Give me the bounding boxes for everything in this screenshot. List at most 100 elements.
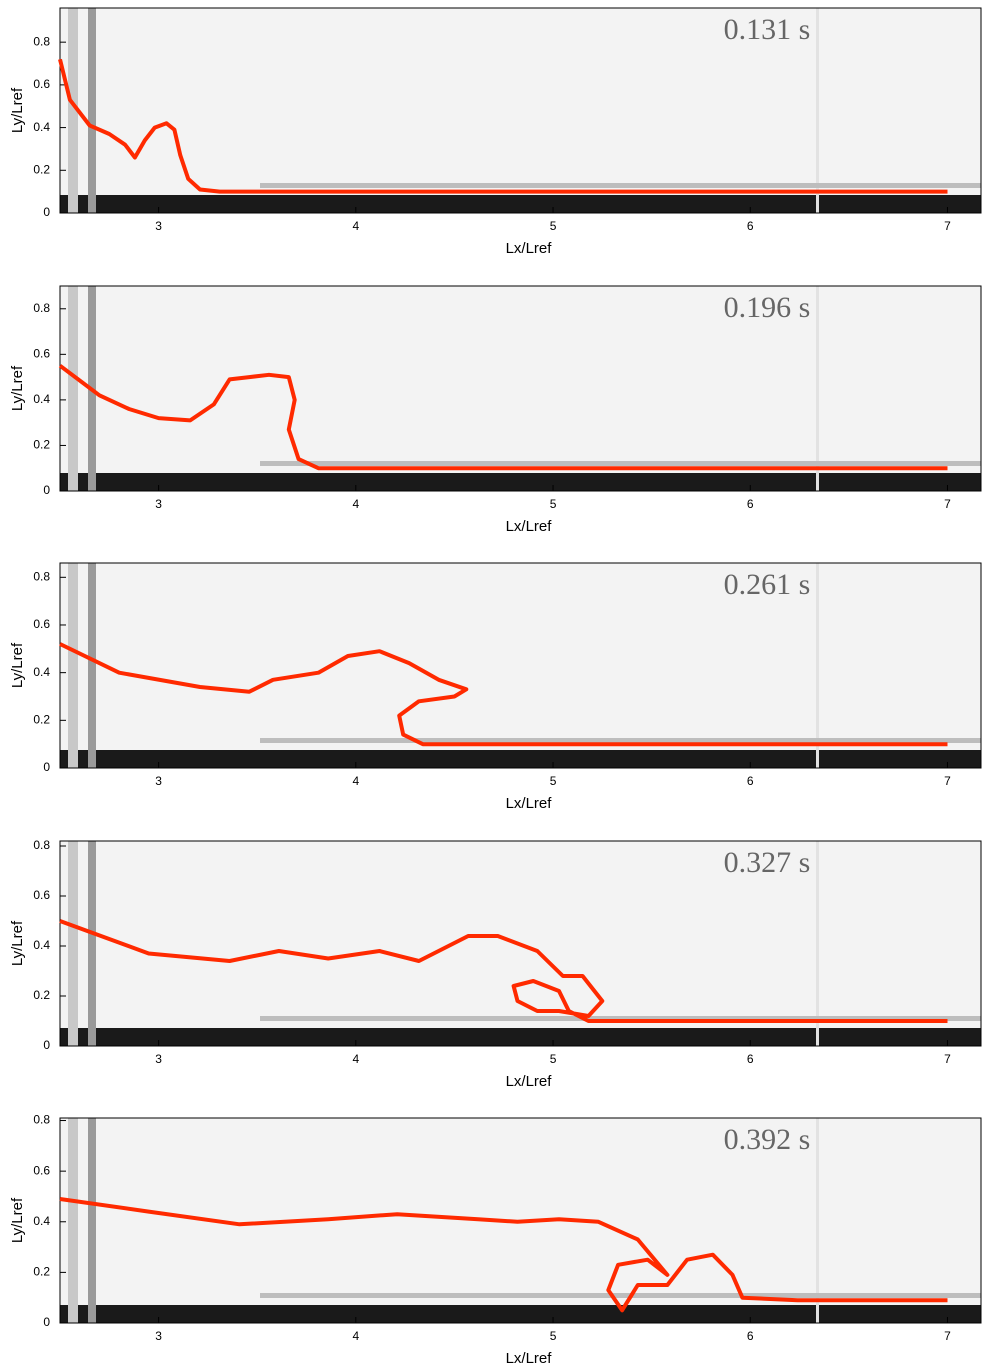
panel: 0 0.2 0.4 0.6 0.8 3 4 5 6 7 Lx/Lref Ly/Lref 0.327 s xyxy=(9,838,982,1090)
gate-post xyxy=(68,286,78,491)
tank-floor xyxy=(60,473,981,491)
y-tick-label: 0.4 xyxy=(33,392,50,406)
plot-frame xyxy=(59,7,982,214)
x-tick-label: 4 xyxy=(352,219,359,233)
y-tick-label: 0 xyxy=(43,1038,50,1052)
y-axis-label: Ly/Lref xyxy=(9,1197,26,1243)
gate-post xyxy=(88,8,96,213)
y-tick-label: 0.2 xyxy=(33,162,50,176)
y-tick-label: 0.2 xyxy=(33,712,50,726)
photo-background xyxy=(60,563,981,768)
x-tick-label: 3 xyxy=(155,774,162,788)
x-tick-label: 3 xyxy=(155,219,162,233)
photo-background xyxy=(60,286,981,491)
gate-post xyxy=(88,563,96,768)
interface-line xyxy=(59,642,948,747)
y-tick-label: 0.4 xyxy=(33,938,50,952)
y-tick-label: 0.6 xyxy=(33,888,50,902)
frame-line xyxy=(816,8,819,213)
tank-floor xyxy=(60,750,981,768)
surface-stripe xyxy=(260,1293,981,1298)
x-tick-label: 3 xyxy=(155,1329,162,1343)
time-annotation: 0.327 s xyxy=(724,846,811,879)
y-tick-label: 0.8 xyxy=(33,838,50,852)
y-tick-label: 0.8 xyxy=(33,569,50,583)
x-tick-label: 5 xyxy=(550,774,557,788)
frame-line xyxy=(816,563,819,768)
interface-line xyxy=(59,1197,948,1313)
frame-line xyxy=(816,286,819,491)
x-axis-label: Lx/Lref xyxy=(506,240,553,257)
y-tick-label: 0.8 xyxy=(33,34,50,48)
y-tick-label: 0 xyxy=(43,1315,50,1329)
y-tick-label: 0.2 xyxy=(33,988,50,1002)
x-tick-label: 3 xyxy=(155,1052,162,1066)
tank-floor xyxy=(60,195,981,213)
panel: 0 0.2 0.4 0.6 0.8 3 4 5 6 7 Lx/Lref Ly/Lref 0.261 s xyxy=(9,562,982,812)
y-tick-label: 0.4 xyxy=(33,665,50,679)
x-tick-label: 7 xyxy=(944,1052,951,1066)
y-tick-label: 0 xyxy=(43,205,50,219)
y-axis-label: Ly/Lref xyxy=(9,365,26,411)
x-tick-label: 4 xyxy=(352,497,359,511)
x-tick-label: 4 xyxy=(352,1329,359,1343)
y-tick-label: 0.6 xyxy=(33,617,50,631)
y-tick-label: 0.2 xyxy=(33,1265,50,1279)
x-tick-label: 6 xyxy=(747,497,754,511)
x-tick-label: 7 xyxy=(944,219,951,233)
x-axis-label: Lx/Lref xyxy=(506,1350,553,1367)
x-tick-label: 7 xyxy=(944,1329,951,1343)
gate-post xyxy=(88,1118,96,1323)
panel: 0 0.2 0.4 0.6 0.8 3 4 5 6 7 Lx/Lref Ly/Lref 0.131 s xyxy=(9,7,982,257)
plot-frame xyxy=(59,562,982,769)
gate-post xyxy=(68,841,78,1046)
gate-post xyxy=(88,841,96,1046)
x-tick-label: 4 xyxy=(352,774,359,788)
y-tick-label: 0.8 xyxy=(33,301,50,315)
tank-floor xyxy=(60,1028,981,1046)
time-annotation: 0.392 s xyxy=(724,1123,811,1156)
x-axis-label: Lx/Lref xyxy=(506,518,553,535)
y-tick-label: 0.4 xyxy=(33,120,50,134)
y-tick-label: 0.8 xyxy=(33,1113,50,1127)
photo-background xyxy=(60,8,981,213)
x-tick-label: 7 xyxy=(944,774,951,788)
x-tick-label: 5 xyxy=(550,219,557,233)
frame-line xyxy=(816,1118,819,1323)
y-axis-label: Ly/Lref xyxy=(9,642,26,688)
plot-frame xyxy=(59,285,982,492)
surface-stripe xyxy=(260,738,981,743)
x-tick-label: 6 xyxy=(747,774,754,788)
plot-frame xyxy=(59,840,982,1047)
y-tick-label: 0.6 xyxy=(33,77,50,91)
gate-post xyxy=(68,8,78,213)
time-annotation: 0.131 s xyxy=(724,13,811,46)
interface-line xyxy=(58,364,948,471)
y-tick-label: 0.6 xyxy=(33,347,50,361)
x-tick-label: 3 xyxy=(155,497,162,511)
y-tick-label: 0 xyxy=(43,760,50,774)
panel: 0 0.2 0.4 0.6 0.8 3 4 5 6 7 Lx/Lref Ly/Lref 0.392 s xyxy=(9,1113,982,1367)
surface-stripe xyxy=(260,183,981,188)
x-axis-label: Lx/Lref xyxy=(506,1073,553,1090)
y-tick-label: 0.2 xyxy=(33,438,50,452)
surface-stripe xyxy=(260,461,981,466)
time-annotation: 0.261 s xyxy=(724,568,811,601)
time-annotation: 0.196 s xyxy=(724,291,811,324)
plot-frame xyxy=(59,1117,982,1324)
y-tick-label: 0.6 xyxy=(33,1163,50,1177)
panel: 0 0.2 0.4 0.6 0.8 3 4 5 6 7 Lx/Lref Ly/Lref 0.196 s xyxy=(9,285,982,535)
y-tick-label: 0 xyxy=(43,483,50,497)
interface-line xyxy=(59,919,948,1023)
x-tick-label: 4 xyxy=(352,1052,359,1066)
tank-floor xyxy=(60,1305,981,1323)
y-axis-label: Ly/Lref xyxy=(9,920,26,966)
frame-line xyxy=(816,841,819,1046)
interface-line xyxy=(58,58,948,194)
x-tick-label: 5 xyxy=(550,1329,557,1343)
y-axis-label: Ly/Lref xyxy=(9,87,26,133)
x-tick-label: 5 xyxy=(550,497,557,511)
x-tick-label: 6 xyxy=(747,1052,754,1066)
gate-post xyxy=(68,563,78,768)
